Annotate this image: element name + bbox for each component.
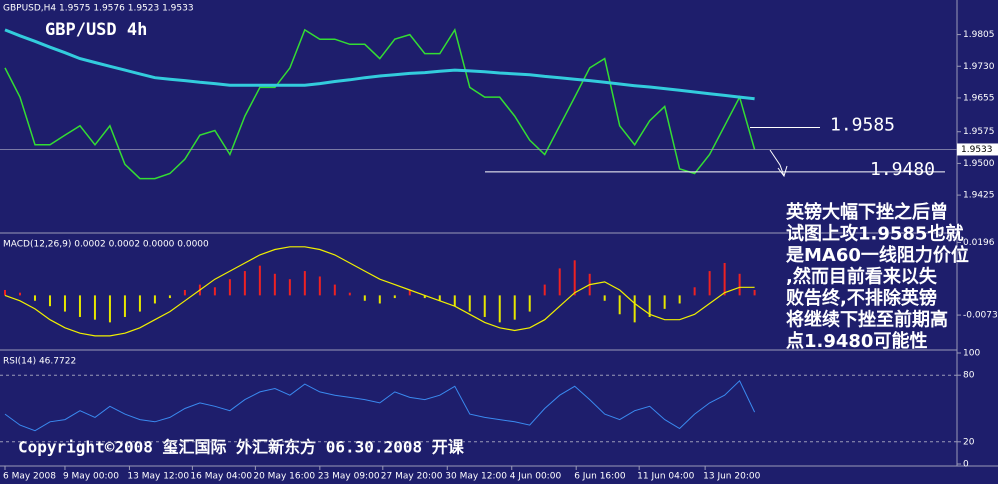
histogram-bar [153, 295, 156, 304]
arrow-head [777, 165, 788, 178]
histogram-bar [18, 292, 21, 296]
histogram-bar [123, 295, 126, 317]
series-line [4, 28, 756, 180]
histogram-bar [348, 292, 351, 296]
histogram-bar [423, 295, 426, 299]
histogram-bar [708, 271, 711, 296]
histogram-bar [573, 260, 576, 296]
histogram-bar [243, 271, 246, 296]
series-line [4, 28, 755, 101]
histogram-bar [648, 295, 651, 317]
x-tick-label: 27 May 20:00 [381, 472, 443, 482]
histogram-bar [33, 295, 36, 301]
note-line: 试图上攻1.9585也就 [786, 223, 963, 245]
series-line [4, 246, 755, 337]
histogram-bar [378, 295, 381, 304]
y-tick-label: 0 [963, 460, 969, 470]
histogram-bar [453, 295, 456, 307]
x-tick-label: 23 May 09:00 [318, 472, 380, 482]
y-tick-label: 80 [963, 371, 975, 381]
histogram-bar [78, 295, 81, 317]
histogram-bar [513, 295, 516, 320]
histogram-bar [363, 295, 366, 301]
note-line: 是MA60一线阻力价位 [785, 244, 969, 266]
x-tick-label: 20 May 16:00 [253, 472, 315, 482]
y-tick-label: 1.9730 [963, 62, 995, 72]
copyright: Copyright©2008 玺汇国际 外汇新东方 06.30.2008 开课 [18, 438, 465, 457]
histogram-bar [678, 295, 681, 304]
histogram-bar [183, 289, 186, 296]
y-tick-label: 1.9575 [963, 127, 995, 137]
histogram-bar [558, 268, 561, 296]
histogram-bar [723, 262, 726, 296]
y-tick-label: 0.0196 [963, 238, 995, 248]
x-tick-label: 30 May 12:00 [445, 472, 507, 482]
y-tick-label: 1.9425 [963, 191, 995, 201]
y-tick-label: -0.0073 [963, 311, 998, 321]
last-price-label: 1.9533 [961, 145, 993, 155]
histogram-bar [633, 295, 636, 323]
panel-title: GBPUSD,H4 1.9575 1.9576 1.9523 1.9533 [3, 4, 194, 14]
watermark: GBP/USD 4h [45, 20, 147, 40]
note-line: 点1.9480可能性 [786, 330, 927, 352]
histogram-bar [4, 289, 6, 296]
x-tick-label: 4 Jun 00:00 [510, 472, 562, 482]
panel-title: RSI(14) 46.7722 [3, 357, 76, 367]
series-line [4, 379, 756, 432]
histogram-bar [738, 273, 741, 296]
histogram-bar [498, 295, 501, 323]
x-tick-label: 16 May 04:00 [190, 472, 252, 482]
x-tick-label: 6 May 2008 [3, 472, 56, 482]
histogram-bar [483, 295, 486, 317]
histogram-bar [228, 279, 231, 296]
histogram-bar [528, 295, 531, 312]
y-tick-label: 1.9805 [963, 30, 995, 40]
y-tick-label: 1.9500 [963, 159, 995, 169]
histogram-bar [543, 284, 546, 296]
histogram-bar [468, 295, 471, 312]
note-line: 英镑大幅下挫之后曾 [785, 201, 948, 223]
y-tick-label: 1.9655 [963, 93, 995, 103]
histogram-bar [603, 295, 606, 301]
histogram-bar [258, 265, 261, 296]
x-tick-label: 13 May 12:00 [127, 472, 189, 482]
histogram-bar [393, 295, 396, 299]
y-tick-label: 100 [963, 349, 980, 359]
histogram-bar [408, 289, 411, 296]
note-line: ,然而目前看来以失 [786, 266, 938, 288]
histogram-bar [618, 295, 621, 315]
last-price-box [957, 143, 998, 156]
histogram-bar [93, 295, 96, 320]
level-label: 1.9585 [830, 115, 895, 136]
x-tick-label: 6 Jun 16:00 [574, 472, 626, 482]
x-tick-label: 9 May 00:00 [63, 472, 119, 482]
level-label: 1.9480 [870, 159, 935, 180]
y-tick-label: 20 [963, 437, 975, 447]
note-line: 败告终,不排除英镑 [786, 287, 937, 309]
histogram-bar [138, 295, 141, 312]
histogram-bar [753, 289, 756, 296]
x-tick-label: 13 Jun 20:00 [703, 472, 760, 482]
panel-title: MACD(12,26,9) 0.0002 0.0002 0.0000 0.000… [3, 240, 209, 250]
histogram-bar [273, 273, 276, 296]
histogram-bar [663, 295, 666, 309]
histogram-bar [333, 284, 336, 296]
histogram-bar [108, 295, 111, 323]
histogram-bar [288, 279, 291, 296]
note-line: 将继续下挫至前期高 [786, 309, 948, 331]
histogram-bar [693, 287, 696, 296]
x-tick-label: 11 Jun 04:00 [637, 472, 694, 482]
histogram-bar [213, 287, 216, 296]
histogram-bar [438, 295, 441, 301]
histogram-bar [303, 271, 306, 296]
histogram-bar [48, 295, 51, 307]
histogram-bar [318, 276, 321, 296]
histogram-bar [63, 295, 66, 312]
histogram-bar [168, 295, 171, 299]
